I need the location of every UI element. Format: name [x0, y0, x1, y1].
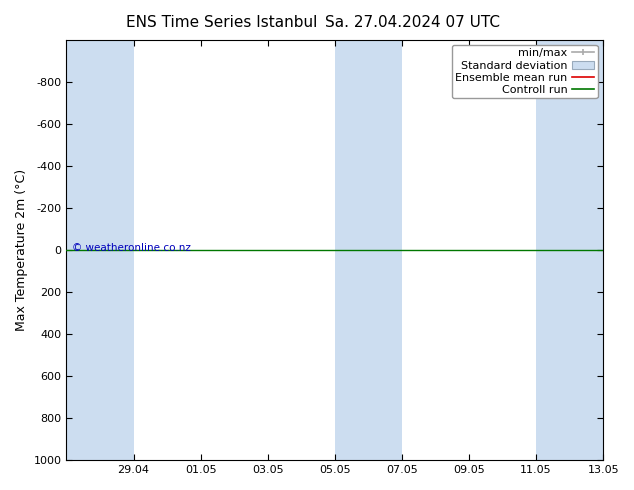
Bar	[67, 40, 134, 460]
Bar	[536, 40, 603, 460]
Y-axis label: Max Temperature 2m (°C): Max Temperature 2m (°C)	[15, 169, 28, 331]
Bar	[335, 40, 402, 460]
Legend: min/max, Standard deviation, Ensemble mean run, Controll run: min/max, Standard deviation, Ensemble me…	[452, 45, 598, 98]
Text: © weatheronline.co.nz: © weatheronline.co.nz	[72, 243, 191, 253]
Text: ENS Time Series Istanbul: ENS Time Series Istanbul	[126, 15, 318, 30]
Text: Sa. 27.04.2024 07 UTC: Sa. 27.04.2024 07 UTC	[325, 15, 500, 30]
